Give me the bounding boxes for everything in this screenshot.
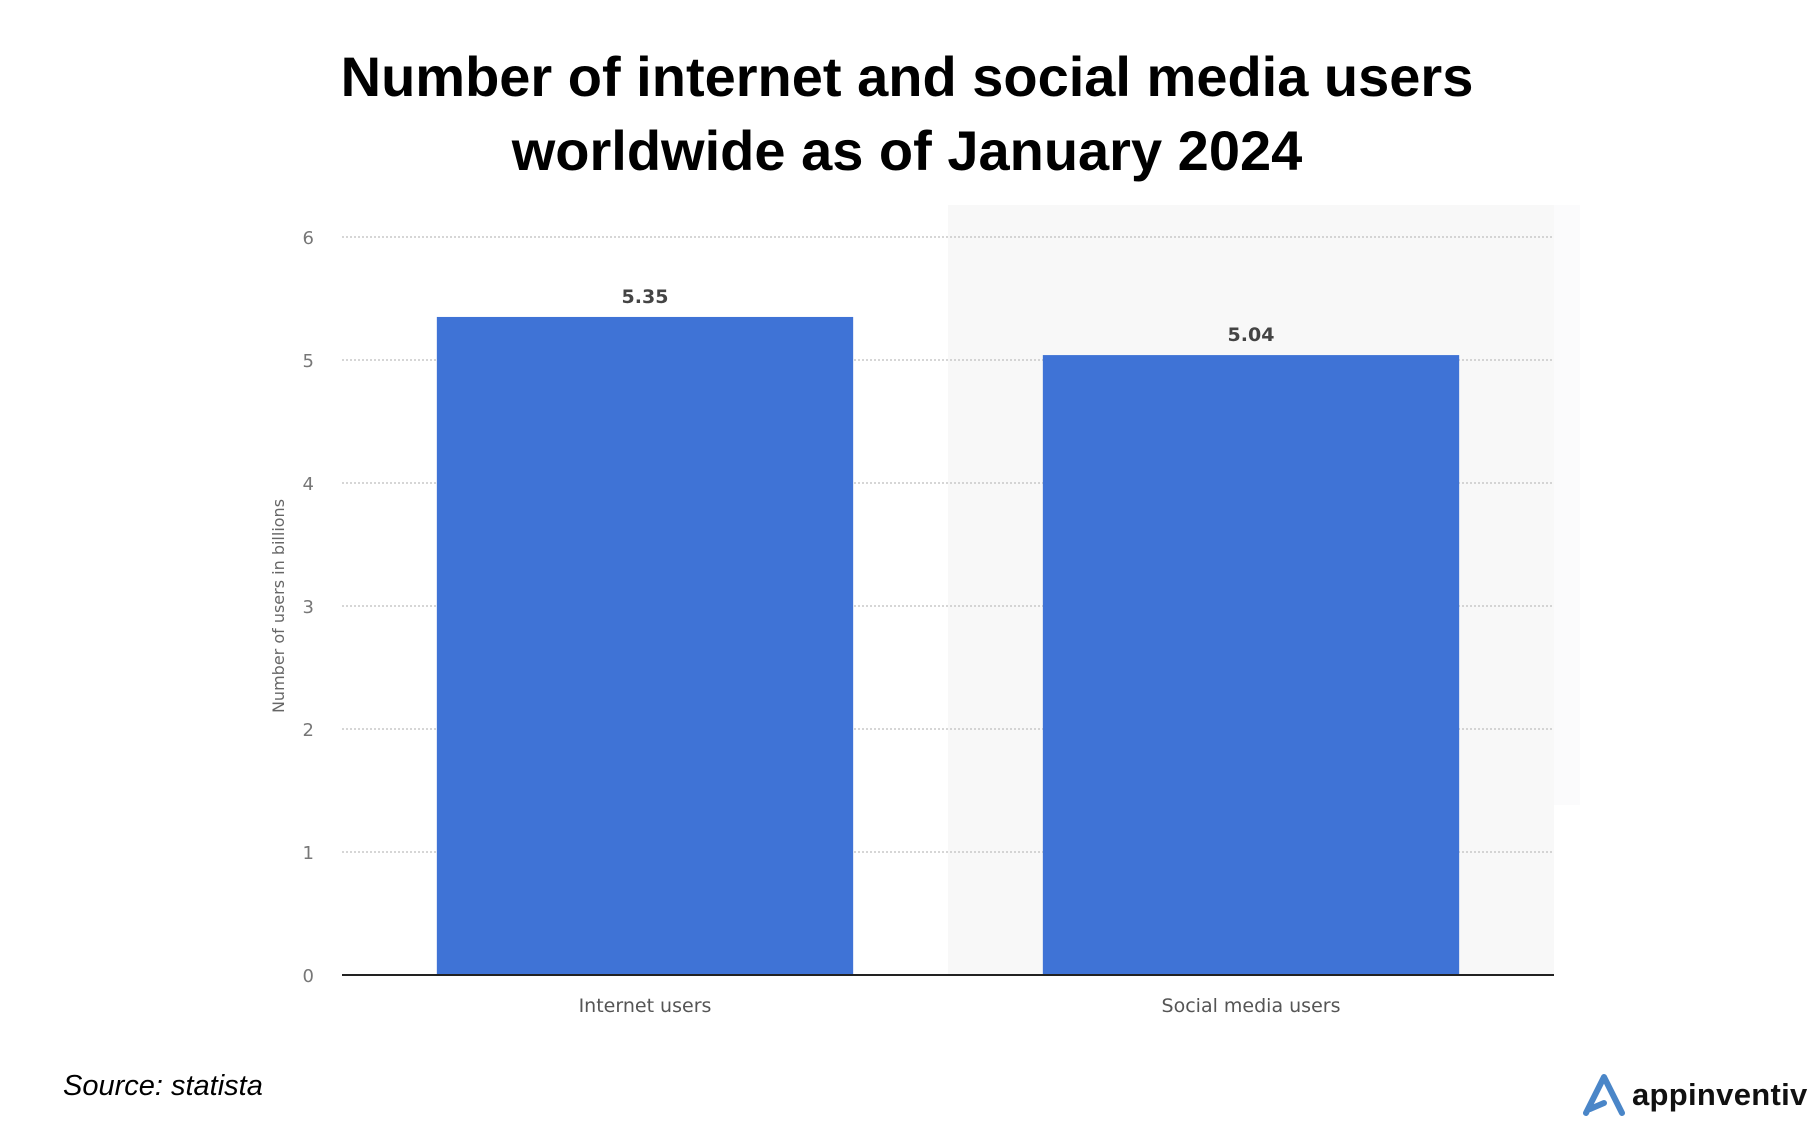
y-tick-label: 1 <box>303 843 314 864</box>
brand-name: appinventiv <box>1632 1077 1808 1112</box>
x-tick-label: Social media users <box>1162 995 1341 1017</box>
title-line-2: worldwide as of January 2024 <box>511 119 1303 182</box>
edge-fade <box>1554 205 1580 805</box>
data-label: 5.04 <box>1228 324 1275 346</box>
title-line-1: Number of internet and social media user… <box>340 45 1474 108</box>
brand-logo: appinventiv <box>1582 1073 1808 1117</box>
y-tick-label: 4 <box>303 474 314 495</box>
y-tick-label: 3 <box>303 597 314 618</box>
y-axis-label: Number of users in billions <box>269 499 288 713</box>
data-label: 5.35 <box>622 286 669 308</box>
bar <box>1042 355 1460 976</box>
y-tick-label: 5 <box>303 351 314 372</box>
chart-title: Number of internet and social media user… <box>0 40 1814 188</box>
x-tick-label: Internet users <box>579 995 712 1017</box>
source-note: Source: statista <box>63 1070 263 1102</box>
bar <box>436 316 854 975</box>
y-tick-label: 6 <box>303 228 314 249</box>
y-tick-label: 2 <box>303 720 314 741</box>
y-tick-label: 0 <box>303 966 314 987</box>
appinventiv-logo-icon <box>1583 1074 1625 1116</box>
